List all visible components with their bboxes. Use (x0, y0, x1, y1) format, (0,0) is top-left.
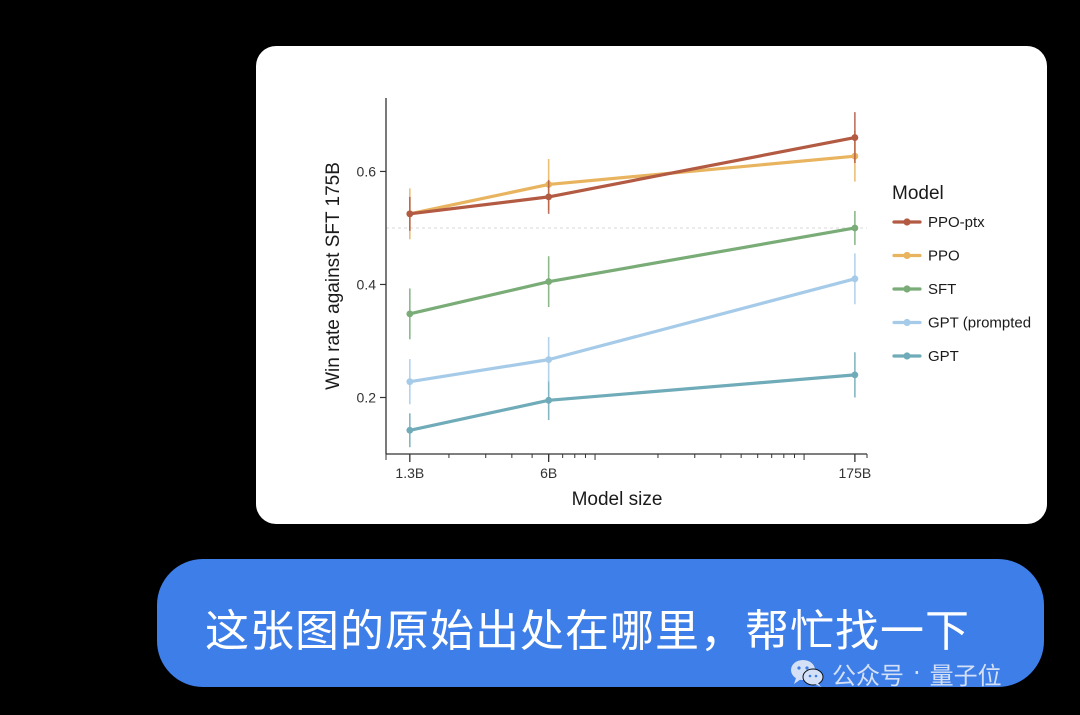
legend-swatch-point (903, 285, 911, 293)
series-gpt-prompted (406, 253, 859, 405)
y-tick-label: 0.6 (357, 163, 377, 179)
y-tick-label: 0.2 (357, 389, 377, 405)
data-point (545, 278, 553, 286)
watermark-separator: · (913, 659, 921, 687)
x-axis-label: Model size (572, 489, 663, 510)
series-line (408, 277, 857, 384)
data-point (851, 224, 859, 232)
legend: Model PPO-ptx PPO SFT GPT (prompted GPT (892, 183, 1031, 365)
legend-swatch-point (903, 251, 911, 260)
series-line (408, 226, 857, 316)
series-ppo (406, 130, 859, 240)
wechat-icon (791, 660, 824, 687)
legend-label: PPO (928, 248, 960, 265)
chat-message-bubble[interactable]: 这张图的原始出处在哪里，帮忙找一下 (157, 559, 1044, 687)
chart-image-card[interactable]: 0.2 0.4 0.6 1.3B 6B 175B Model size Win rate… (256, 46, 1047, 524)
legend-label: GPT (prompted (928, 315, 1031, 332)
data-point (545, 396, 553, 404)
series-gpt (406, 352, 859, 448)
data-point (406, 310, 414, 318)
legend-label: PPO-ptx (928, 214, 985, 231)
line-chart: 0.2 0.4 0.6 1.3B 6B 175B Model size Win rate… (323, 98, 1031, 510)
data-point (851, 275, 859, 283)
data-point (545, 356, 553, 364)
data-point (851, 371, 859, 379)
y-axis-label: Win rate against SFT 175B (323, 162, 344, 390)
x-tick-label: 1.3B (395, 465, 424, 481)
data-point (406, 378, 414, 386)
y-tick-label: 0.4 (357, 276, 377, 292)
legend-label: SFT (928, 281, 956, 298)
data-point (406, 426, 414, 434)
watermark-name: 量子位 (929, 661, 1002, 690)
legend-swatch-point (903, 218, 911, 226)
series-sft (406, 211, 859, 340)
legend-swatch-point (903, 318, 911, 327)
series-line (408, 373, 857, 432)
watermark-account: 公众号 (832, 661, 904, 690)
data-point (545, 193, 553, 201)
data-point (406, 210, 414, 218)
legend-label: GPT (928, 348, 959, 365)
legend-swatch-point (903, 352, 911, 360)
message-text: 这张图的原始出处在哪里，帮忙找一下 (205, 606, 970, 657)
x-tick-label: 175B (839, 465, 872, 481)
legend-title: Model (892, 183, 944, 204)
x-tick-label: 6B (540, 465, 557, 481)
series-ppo-ptx (406, 112, 859, 231)
data-point (851, 134, 859, 141)
watermark: 公众号 · 量子位 (790, 653, 1002, 693)
